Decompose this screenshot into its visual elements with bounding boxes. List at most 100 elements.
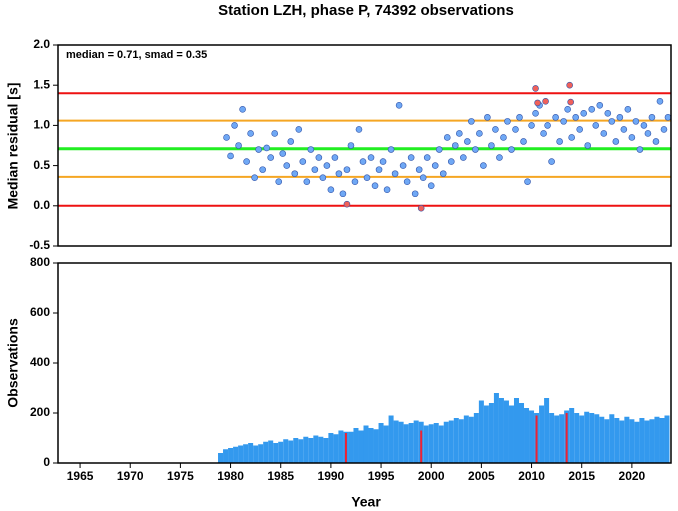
bar: [258, 444, 264, 463]
point: [640, 122, 648, 129]
bar: [398, 421, 404, 463]
point: [628, 134, 636, 141]
bar: [388, 415, 394, 463]
point: [608, 118, 616, 125]
point: [307, 146, 315, 153]
point: [247, 130, 254, 137]
point: [460, 154, 467, 161]
point: [231, 122, 238, 129]
point: [379, 158, 387, 165]
bar: [478, 400, 484, 463]
point: [528, 122, 535, 129]
bar: [344, 433, 347, 463]
bar: [654, 416, 660, 463]
x-tick-label: 1970: [117, 469, 144, 483]
bar: [664, 415, 670, 463]
point: [291, 170, 299, 177]
chart-title: Station LZH, phase P, 74392 observations: [218, 2, 514, 19]
point: [524, 178, 531, 185]
point: [540, 130, 547, 137]
bar: [594, 414, 600, 463]
bar: [579, 415, 585, 463]
point: [315, 154, 323, 161]
bar: [589, 413, 595, 463]
point: [488, 142, 495, 149]
x-axis-label: Year: [351, 494, 381, 510]
point: [534, 99, 541, 107]
bar: [513, 398, 520, 463]
plot-area: [218, 393, 670, 463]
point: [367, 154, 375, 161]
point: [263, 144, 270, 152]
bar: [348, 431, 354, 463]
bar: [544, 398, 550, 463]
x-tick-label: 1995: [368, 469, 395, 483]
point: [271, 130, 279, 137]
bar: [393, 420, 399, 463]
bar: [233, 446, 239, 463]
point: [227, 152, 234, 160]
point: [371, 182, 379, 189]
point: [383, 186, 391, 194]
point: [399, 162, 407, 169]
bar: [614, 418, 620, 463]
point: [566, 81, 573, 89]
point: [520, 138, 527, 145]
point: [417, 204, 425, 212]
point: [343, 200, 351, 208]
bar: [383, 425, 389, 463]
point: [516, 114, 523, 121]
bar: [293, 438, 299, 463]
point: [327, 186, 335, 194]
point: [243, 158, 250, 165]
bar: [559, 414, 565, 463]
point: [456, 130, 463, 137]
point: [568, 134, 575, 141]
point: [552, 114, 559, 121]
bar: [609, 414, 615, 463]
point: [339, 190, 347, 198]
bar: [554, 415, 560, 463]
bar: [283, 439, 289, 463]
bar: [498, 398, 504, 463]
y-tick-label: 1.5: [33, 77, 50, 91]
point: [612, 138, 620, 145]
bar: [493, 393, 499, 463]
x-tick-label: 1975: [167, 469, 194, 483]
point: [644, 130, 652, 137]
point: [343, 166, 351, 173]
point: [468, 118, 475, 125]
bar: [649, 419, 655, 463]
bar: [303, 436, 309, 463]
bar: [403, 424, 409, 463]
point: [431, 162, 439, 169]
bar: [420, 430, 423, 463]
bar: [318, 436, 324, 463]
point: [544, 122, 551, 129]
bar: [288, 440, 294, 463]
bar: [313, 435, 319, 463]
point: [255, 146, 262, 153]
bar: [253, 445, 259, 463]
x-tick-label: 2015: [568, 469, 595, 483]
y-tick-label: 400: [30, 355, 50, 369]
bar: [363, 425, 369, 463]
point: [508, 146, 515, 153]
bar: [529, 410, 535, 463]
x-tick-label: 1965: [67, 469, 94, 483]
bar: [644, 420, 650, 463]
bar: [569, 408, 575, 463]
point: [335, 170, 343, 177]
point: [532, 110, 539, 117]
point: [504, 118, 511, 125]
point: [267, 154, 274, 161]
point: [564, 106, 571, 113]
bar: [263, 441, 269, 463]
point: [652, 138, 660, 145]
point: [303, 178, 311, 185]
point: [351, 178, 359, 185]
bar: [448, 420, 454, 463]
point: [512, 126, 519, 133]
point: [616, 114, 624, 121]
y-tick-label: 0.0: [33, 198, 50, 212]
